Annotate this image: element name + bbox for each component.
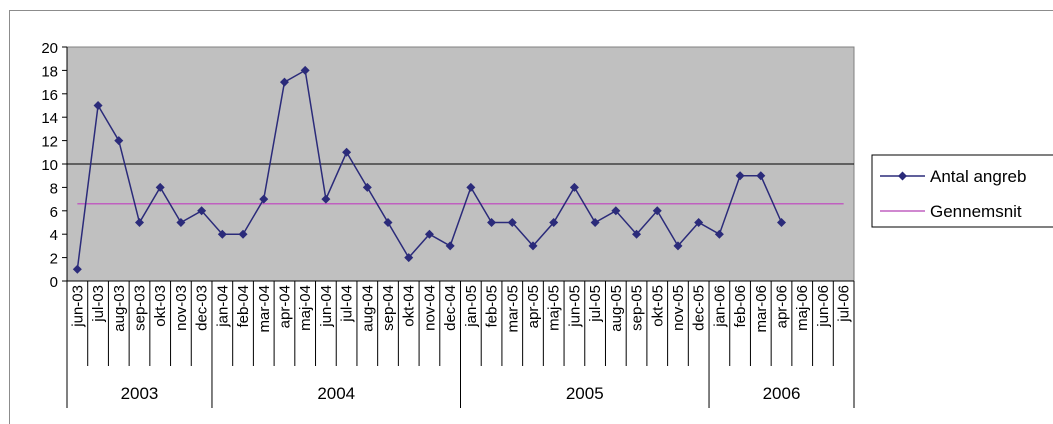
data-point-nov-05 xyxy=(673,241,683,251)
x-tick-label-apr-05: apr-05 xyxy=(525,285,542,328)
x-tick-label-nov-05: nov-05 xyxy=(670,285,687,331)
data-point-jul-03 xyxy=(93,101,103,110)
data-point-aug-03 xyxy=(114,136,124,146)
x-tick-label-sep-04: sep-04 xyxy=(380,285,397,331)
x-tick-label-jul-06: jul-06 xyxy=(836,285,853,323)
data-point-aug-04 xyxy=(362,182,372,192)
data-point-maj-04 xyxy=(300,65,310,75)
x-tick-label-dec-03: dec-03 xyxy=(194,285,211,331)
data-point-sep-04 xyxy=(383,218,393,227)
x-tick-label-feb-04: feb-04 xyxy=(235,285,252,328)
y-tick-label: 16 xyxy=(41,87,58,104)
data-point-okt-05 xyxy=(652,206,662,216)
x-tick-label-maj-04: maj-04 xyxy=(297,285,314,331)
data-point-dec-05 xyxy=(694,218,704,227)
x-tick-label-jun-05: jun-05 xyxy=(566,285,583,328)
x-tick-label-okt-03: okt-03 xyxy=(152,285,169,327)
data-point-mar-06 xyxy=(756,171,766,181)
y-tick-label: 0 xyxy=(50,274,58,291)
series-layer xyxy=(72,65,844,274)
data-point-okt-04 xyxy=(404,253,414,263)
y-tick-label: 14 xyxy=(41,110,58,127)
data-point-feb-06 xyxy=(735,171,745,181)
data-point-dec-03 xyxy=(197,206,207,216)
data-point-jun-03 xyxy=(72,264,82,274)
data-point-apr-06 xyxy=(777,218,787,227)
x-tick-label-mar-05: mar-05 xyxy=(504,285,521,333)
x-tick-label-sep-05: sep-05 xyxy=(629,285,646,331)
legend: Antal angreb Gennemsnit xyxy=(871,154,1053,228)
x-tick-label-aug-05: aug-05 xyxy=(608,285,625,332)
x-tick-label-maj-05: maj-05 xyxy=(546,285,563,331)
y-tick-label: 4 xyxy=(50,227,58,244)
x-tick-label-aug-03: aug-03 xyxy=(111,285,128,332)
y-tick-label: 18 xyxy=(41,63,58,80)
data-point-okt-03 xyxy=(155,182,165,192)
x-group-label-2006: 2006 xyxy=(763,384,801,403)
chart-frame xyxy=(9,10,1053,424)
data-point-jul-04 xyxy=(342,147,352,157)
x-tick-label-feb-06: feb-06 xyxy=(732,285,749,328)
data-point-jan-06 xyxy=(714,229,724,239)
x-tick-label-apr-06: apr-06 xyxy=(774,285,791,328)
y-axis: 0 2 4 6 8 10 12 14 16 18 20 xyxy=(41,40,68,291)
x-tick-label-jul-05: jul-05 xyxy=(587,285,604,323)
x-tick-label-okt-04: okt-04 xyxy=(401,285,418,327)
x-tick-label-jun-06: jun-06 xyxy=(815,285,832,328)
data-point-nov-03 xyxy=(176,218,186,227)
x-tick-label-dec-04: dec-04 xyxy=(442,285,459,331)
x-group-label-2003: 2003 xyxy=(121,384,159,403)
x-tick-label-mar-06: mar-06 xyxy=(753,285,770,333)
legend-box xyxy=(871,154,1053,228)
x-tick-label-jan-04: jan-04 xyxy=(214,285,231,328)
x-tick-label-maj-06: maj-06 xyxy=(794,285,811,331)
y-tick-label: 2 xyxy=(50,251,58,268)
x-tick-label-jan-05: jan-05 xyxy=(463,285,480,328)
data-point-jun-04 xyxy=(321,194,331,204)
x-tick-label-dec-05: dec-05 xyxy=(691,285,708,331)
x-group-label-2005: 2005 xyxy=(566,384,604,403)
data-point-dec-04 xyxy=(445,241,455,251)
data-point-sep-05 xyxy=(632,229,642,239)
legend-marker-antal-angreb xyxy=(898,171,907,181)
x-tick-label-nov-03: nov-03 xyxy=(173,285,190,331)
y-tick-label: 8 xyxy=(50,180,58,197)
x-tick-label-jul-04: jul-04 xyxy=(339,285,356,323)
data-point-mar-04 xyxy=(259,194,269,204)
x-axis: jun-03 jul-03 aug-03 sep-03 okt-03 nov-03 dec-… xyxy=(66,280,855,408)
data-point-feb-04 xyxy=(238,229,248,239)
x-tick-label-jun-03: jun-03 xyxy=(69,285,86,328)
y-tick-label: 20 xyxy=(41,40,58,57)
x-tick-label-feb-05: feb-05 xyxy=(484,285,501,328)
y-tick-label: 12 xyxy=(41,134,58,151)
data-point-aug-05 xyxy=(611,206,621,216)
data-point-maj-05 xyxy=(549,218,559,227)
data-point-jan-05 xyxy=(466,182,476,192)
x-tick-label-sep-03: sep-03 xyxy=(131,285,148,331)
legend-label-antal-angreb: Antal angreb xyxy=(930,167,1026,186)
data-point-jun-05 xyxy=(569,182,579,192)
data-point-sep-03 xyxy=(134,218,144,227)
x-tick-label-aug-04: aug-04 xyxy=(359,285,376,332)
y-tick-label: 10 xyxy=(41,157,58,174)
data-point-apr-05 xyxy=(528,241,538,251)
data-point-mar-05 xyxy=(507,218,517,227)
y-tick-label: 6 xyxy=(50,204,58,221)
x-group-label-2004: 2004 xyxy=(317,384,355,403)
data-point-nov-04 xyxy=(424,229,434,239)
x-tick-label-jan-06: jan-06 xyxy=(711,285,728,328)
x-tick-label-jun-04: jun-04 xyxy=(318,285,335,328)
x-tick-label-jul-03: jul-03 xyxy=(90,285,107,323)
data-point-jan-04 xyxy=(217,229,227,239)
x-tick-label-okt-05: okt-05 xyxy=(649,285,666,327)
data-point-jul-05 xyxy=(590,218,600,227)
x-tick-label-nov-04: nov-04 xyxy=(421,285,438,331)
x-tick-label-apr-04: apr-04 xyxy=(276,285,293,328)
legend-label-gennemsnit: Gennemsnit xyxy=(930,202,1022,221)
data-point-feb-05 xyxy=(487,218,497,227)
data-point-apr-04 xyxy=(279,77,289,87)
x-tick-label-mar-04: mar-04 xyxy=(256,285,273,333)
